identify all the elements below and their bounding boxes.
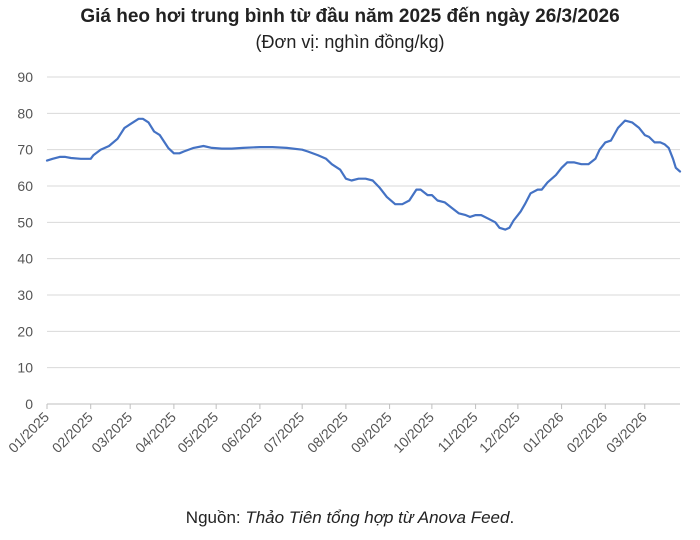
x-tick-label: 01/2026	[520, 409, 567, 456]
y-tick-label: 10	[17, 360, 33, 376]
y-tick-label: 50	[17, 214, 33, 230]
chart-subtitle: (Đơn vị: nghìn đồng/kg)	[255, 32, 445, 52]
y-tick-label: 70	[17, 142, 33, 158]
x-tick-label: 01/2025	[5, 409, 52, 456]
x-tick-label: 12/2025	[476, 409, 523, 456]
x-tick-label: 02/2026	[563, 409, 610, 456]
y-tick-label: 60	[17, 178, 33, 194]
y-tick-label: 0	[25, 396, 33, 412]
series-layer	[45, 117, 682, 231]
source-note: Nguồn: Thảo Tiên tổng hợp từ Anova Feed.	[0, 508, 700, 528]
y-tick-label: 20	[17, 323, 33, 339]
x-tick-label: 07/2025	[260, 409, 307, 456]
y-tick-label: 40	[17, 251, 33, 267]
x-tick-label: 11/2025	[434, 409, 481, 456]
x-tick-label: 03/2026	[603, 409, 650, 456]
y-tick-label: 80	[17, 105, 33, 121]
x-tick-label: 04/2025	[132, 409, 179, 456]
source-prefix: Nguồn:	[185, 508, 246, 527]
x-tick-label: 02/2025	[49, 409, 96, 456]
source-suffix: .	[509, 508, 515, 527]
y-tick-label: 90	[17, 69, 33, 85]
x-tick-label: 09/2025	[348, 409, 395, 456]
series-line-0	[45, 117, 682, 231]
x-tick-label: 06/2025	[218, 409, 265, 456]
y-tick-label: 30	[17, 287, 33, 303]
source-credit: Thảo Tiên tổng hợp từ Anova Feed	[245, 508, 510, 527]
x-tick-label: 10/2025	[390, 409, 437, 456]
gridlines	[47, 76, 680, 369]
x-axis: 01/202502/202503/202504/202505/202506/20…	[5, 403, 680, 456]
x-tick-label: 03/2025	[88, 409, 135, 456]
x-tick-label: 05/2025	[174, 409, 221, 456]
x-tick-label: 08/2025	[304, 409, 351, 456]
y-axis: 0 10 20 30 40 50 60 70 80 90	[17, 69, 33, 412]
chart-title: Giá heo hơi trung bình từ đầu năm 2025 đ…	[80, 6, 620, 27]
